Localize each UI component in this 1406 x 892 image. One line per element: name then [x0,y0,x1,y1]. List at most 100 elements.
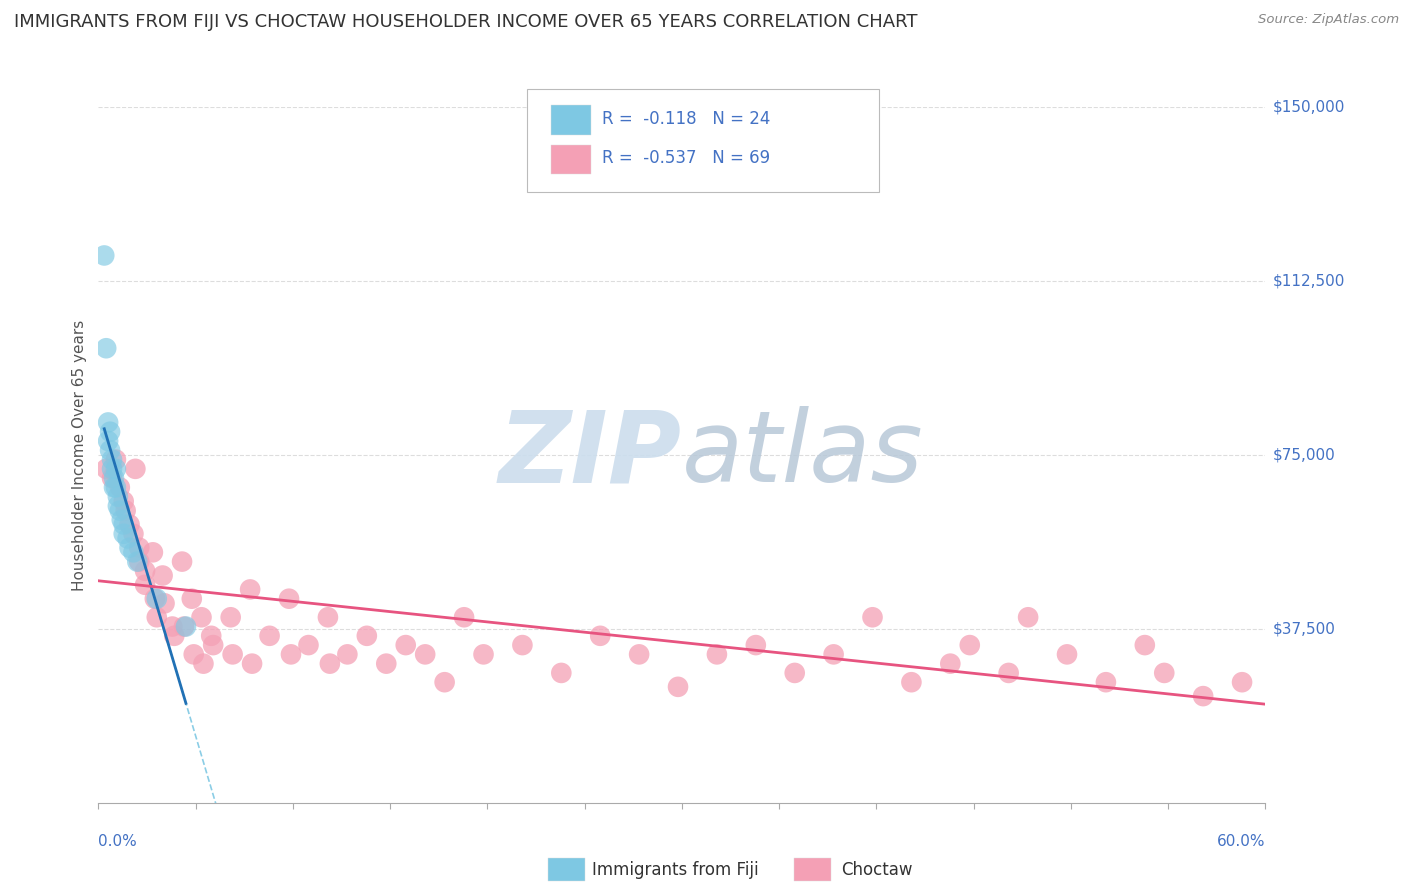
Point [1133,638,1156,652]
Point [112,494,135,508]
Point [104,480,127,494]
Text: $75,000: $75,000 [1272,448,1336,462]
Point [202,638,225,652]
Point [862,610,884,624]
Point [1230,675,1253,690]
Point [146,591,169,606]
Point [959,638,981,652]
Point [98,443,121,458]
Point [134,564,156,578]
Point [104,462,127,476]
Text: 0.0%: 0.0% [98,834,138,849]
Text: IMMIGRANTS FROM FIJI VS CHOCTAW HOUSEHOLDER INCOME OVER 65 YEARS CORRELATION CHA: IMMIGRANTS FROM FIJI VS CHOCTAW HOUSEHOL… [14,13,918,31]
Point [96,341,118,355]
Point [152,568,174,582]
Point [180,591,202,606]
Point [108,480,131,494]
Point [239,582,262,597]
Text: Source: ZipAtlas.com: Source: ZipAtlas.com [1258,13,1399,27]
Point [127,555,149,569]
Point [108,503,131,517]
Text: $150,000: $150,000 [1272,100,1344,114]
Point [783,665,806,680]
Point [316,610,339,624]
Point [98,425,121,439]
Point [101,471,124,485]
Text: Choctaw: Choctaw [841,861,912,879]
Point [200,629,222,643]
Point [280,648,302,662]
Point [628,648,651,662]
Point [143,591,166,606]
Point [104,452,127,467]
Point [356,629,378,643]
Point [297,638,319,652]
Point [142,545,165,559]
Point [114,503,136,517]
Point [170,555,193,569]
Point [433,675,456,690]
Point [101,452,124,467]
Point [173,619,195,633]
Point [183,648,205,662]
Point [93,248,115,262]
Point [1153,665,1175,680]
Point [453,610,475,624]
Point [112,517,135,532]
Point [666,680,689,694]
Point [112,526,135,541]
Point [111,513,134,527]
Point [174,619,197,633]
Point [134,578,156,592]
Point [472,648,495,662]
Text: ZIP: ZIP [499,407,682,503]
Point [146,610,169,624]
Point [1056,648,1078,662]
Point [101,462,124,476]
Point [107,499,129,513]
Point [550,665,572,680]
Text: 60.0%: 60.0% [1218,834,1265,849]
Point [128,555,150,569]
Point [153,596,176,610]
Point [117,532,139,546]
Point [589,629,612,643]
Point [193,657,215,671]
Point [124,462,146,476]
Point [319,657,342,671]
Point [745,638,768,652]
Y-axis label: Householder Income Over 65 years: Householder Income Over 65 years [72,319,87,591]
Text: $112,500: $112,500 [1272,274,1344,288]
Point [97,434,120,448]
Text: R =  -0.537   N = 69: R = -0.537 N = 69 [602,149,770,167]
Point [1192,689,1215,703]
Point [823,648,845,662]
Point [97,416,120,430]
Text: R =  -0.118   N = 24: R = -0.118 N = 24 [602,110,770,128]
Point [1095,675,1118,690]
Point [103,471,125,485]
Point [118,541,141,555]
Point [118,517,141,532]
Point [96,462,118,476]
Point [107,490,129,504]
Point [900,675,922,690]
Point [163,629,186,643]
Point [939,657,962,671]
Point [122,526,145,541]
Point [336,648,359,662]
Text: atlas: atlas [682,407,924,503]
Point [706,648,728,662]
Point [259,629,281,643]
Point [375,657,398,671]
Point [413,648,436,662]
Point [128,541,150,555]
Text: $37,500: $37,500 [1272,622,1336,636]
Point [190,610,212,624]
Point [219,610,242,624]
Point [278,591,301,606]
Point [221,648,243,662]
Point [122,545,145,559]
Point [1017,610,1039,624]
Text: Immigrants from Fiji: Immigrants from Fiji [592,861,759,879]
